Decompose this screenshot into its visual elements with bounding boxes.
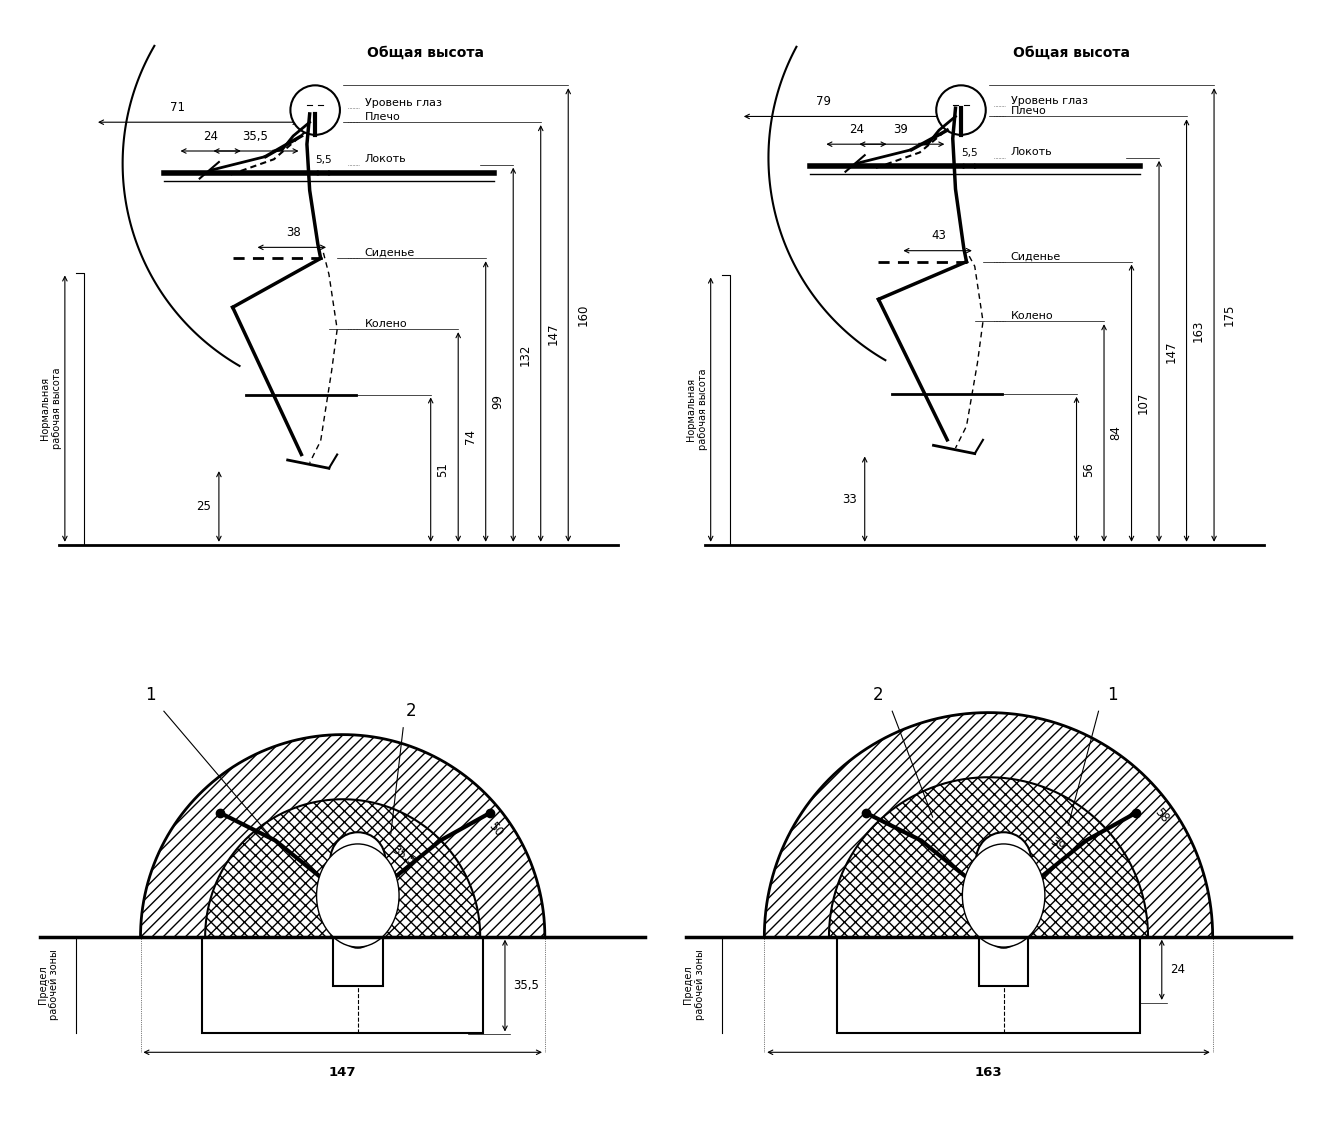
- Text: Локоть: Локоть: [1011, 147, 1052, 157]
- Text: 79: 79: [816, 96, 830, 108]
- Circle shape: [977, 833, 1031, 887]
- Bar: [979, 936, 1028, 986]
- Bar: [333, 936, 382, 986]
- Text: 39: 39: [894, 123, 908, 136]
- Polygon shape: [829, 777, 1148, 936]
- Text: 38: 38: [286, 227, 301, 239]
- Text: 163: 163: [1191, 319, 1205, 342]
- Text: 5,5: 5,5: [987, 994, 1004, 1005]
- Text: Нормальная
рабочая высота: Нормальная рабочая высота: [687, 369, 708, 450]
- Circle shape: [936, 85, 986, 134]
- Circle shape: [290, 85, 340, 134]
- Text: Общая высота: Общая высота: [366, 46, 484, 59]
- Text: Предел
рабочей зоны: Предел рабочей зоны: [684, 950, 705, 1021]
- Polygon shape: [206, 800, 480, 936]
- Text: 5,5: 5,5: [315, 155, 332, 165]
- Text: Уровень глаз: Уровень глаз: [365, 98, 442, 107]
- Text: 163: 163: [975, 1066, 1002, 1079]
- Text: 1: 1: [145, 686, 156, 704]
- Ellipse shape: [316, 844, 399, 948]
- Text: Нормальная
рабочая высота: Нормальная рабочая высота: [41, 368, 62, 450]
- Bar: [837, 936, 1140, 1033]
- Text: 24: 24: [849, 123, 865, 136]
- Text: Колено: Колено: [365, 319, 407, 329]
- Text: 147: 147: [330, 1066, 356, 1079]
- Ellipse shape: [962, 844, 1045, 948]
- Text: 99: 99: [492, 394, 505, 409]
- Text: 35,5: 35,5: [260, 994, 286, 1008]
- Text: 2: 2: [406, 703, 416, 720]
- Text: 5,5: 5,5: [961, 148, 978, 158]
- Text: 58: 58: [1152, 806, 1172, 826]
- Bar: [203, 936, 482, 1033]
- Text: 24: 24: [1170, 964, 1185, 976]
- Text: 51: 51: [436, 462, 449, 477]
- Text: 102: 102: [332, 975, 353, 989]
- Text: 24: 24: [203, 130, 219, 142]
- Text: Плечо: Плечо: [365, 112, 401, 122]
- Text: 5,5: 5,5: [341, 994, 358, 1005]
- Text: Сиденье: Сиденье: [1011, 252, 1061, 261]
- Text: 132: 132: [519, 344, 531, 366]
- Text: 35,5: 35,5: [513, 980, 539, 992]
- Text: 33: 33: [842, 493, 857, 506]
- Text: 2: 2: [873, 686, 884, 704]
- Text: 35,5: 35,5: [389, 843, 418, 868]
- Circle shape: [331, 833, 385, 887]
- Text: 107: 107: [1137, 392, 1151, 415]
- Text: Уровень глаз: Уровень глаз: [1011, 96, 1087, 106]
- Text: Плечо: Плечо: [1011, 106, 1046, 116]
- Text: 56: 56: [1082, 462, 1095, 477]
- Text: 50: 50: [486, 820, 505, 839]
- Text: 175: 175: [1222, 304, 1235, 326]
- Text: 43: 43: [932, 229, 946, 243]
- Text: 160: 160: [576, 304, 589, 326]
- Text: 74: 74: [464, 429, 477, 444]
- Text: Предел
рабочей зоны: Предел рабочей зоны: [38, 950, 59, 1021]
- Text: Колено: Колено: [1011, 311, 1053, 321]
- Text: 84: 84: [1110, 426, 1123, 441]
- Text: 35,5: 35,5: [241, 130, 268, 142]
- Text: 40,5: 40,5: [900, 994, 925, 1008]
- Text: 39: 39: [1048, 835, 1068, 854]
- Text: 1: 1: [1107, 686, 1118, 704]
- Text: Общая высота: Общая высота: [1012, 46, 1130, 59]
- Text: 71: 71: [170, 101, 185, 114]
- Text: 147: 147: [1165, 341, 1177, 362]
- Ellipse shape: [979, 870, 1028, 948]
- Text: 147: 147: [546, 322, 559, 345]
- Text: 25: 25: [196, 500, 211, 513]
- Text: Локоть: Локоть: [365, 154, 406, 164]
- Text: 110: 110: [978, 975, 999, 989]
- Text: Сиденье: Сиденье: [365, 248, 415, 257]
- Ellipse shape: [333, 870, 382, 948]
